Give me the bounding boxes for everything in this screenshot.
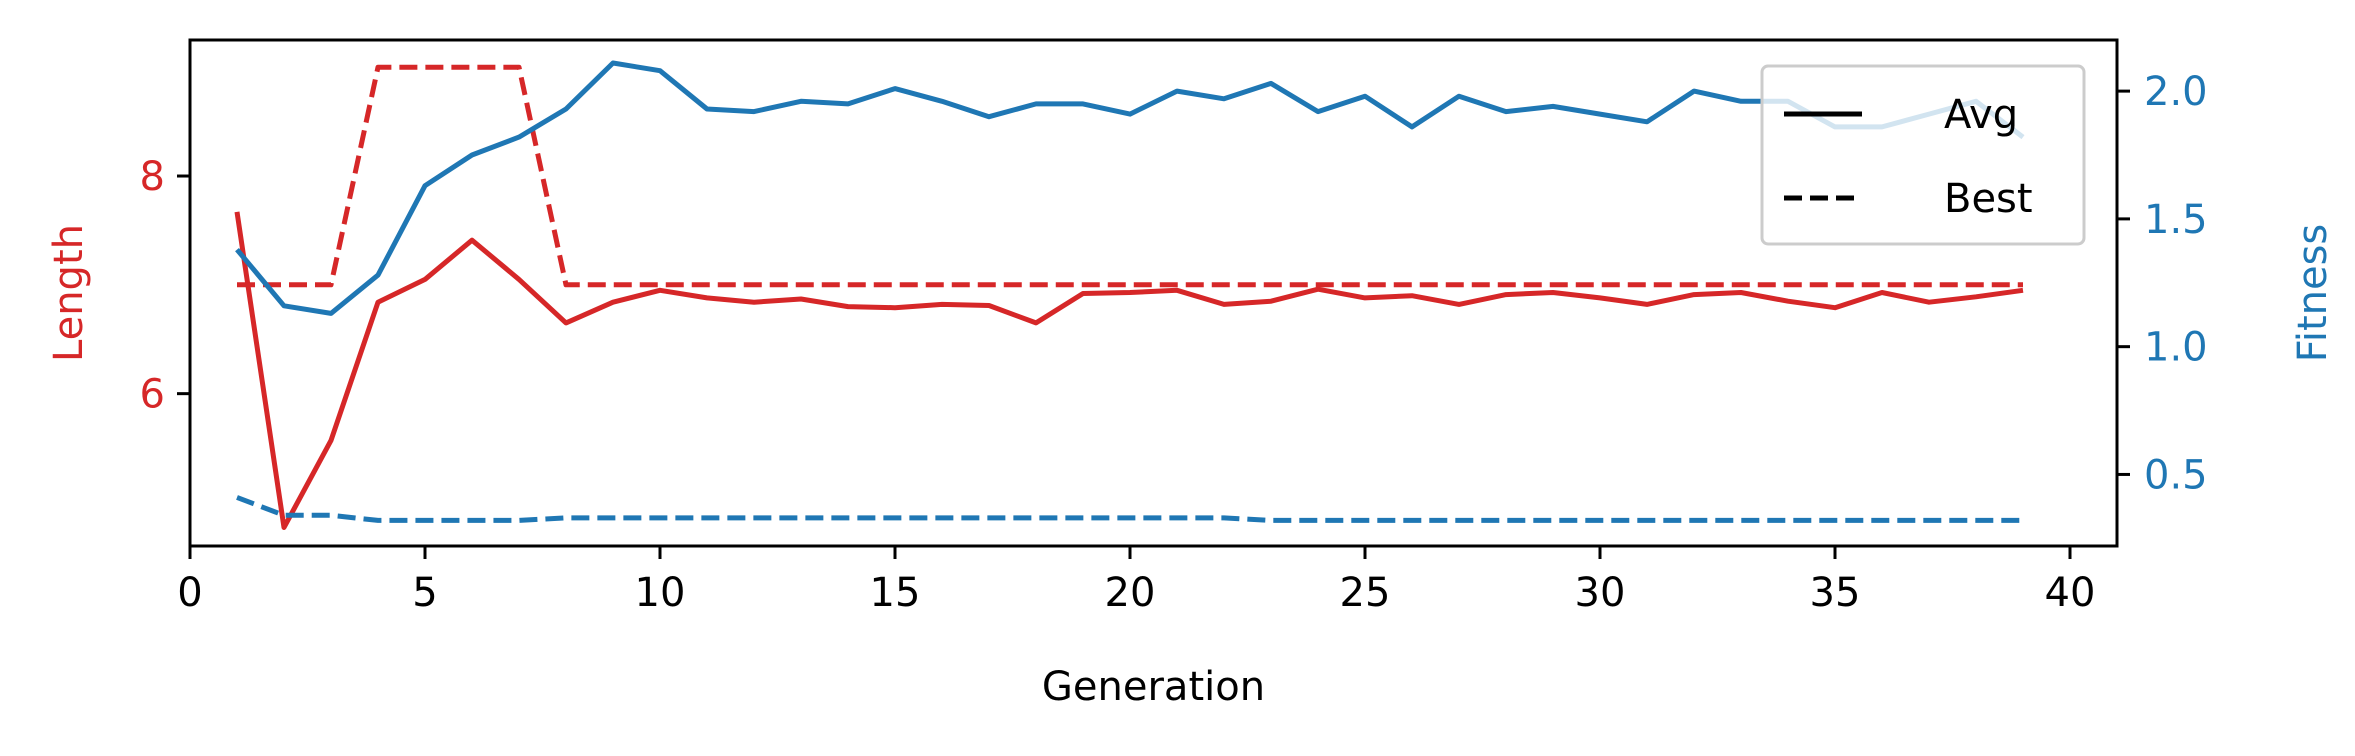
x-tick-label: 25 xyxy=(1340,570,1391,616)
x-tick-label: 20 xyxy=(1105,570,1156,616)
x-tick-label: 15 xyxy=(870,570,921,616)
legend-label: Avg xyxy=(1944,92,2018,138)
fitness-best-line xyxy=(236,495,2023,523)
axis-layer: 0 5 10 15 20 25 30 35 40 6 8 0.5 1.0 1.5 2.0 xyxy=(140,69,2208,616)
x-tick-label: 35 xyxy=(1810,570,1861,616)
y-right-tick-label: 2.0 xyxy=(2144,69,2208,115)
series-layer xyxy=(234,60,2025,530)
legend-box xyxy=(1760,64,2086,246)
y-left-tick-label: 8 xyxy=(140,154,165,200)
y-left-tick-label: 6 xyxy=(140,372,165,418)
legend: Avg Best xyxy=(1760,64,2086,246)
y-right-tick-label: 1.5 xyxy=(2144,197,2208,243)
y-right-tick-label: 0.5 xyxy=(2144,452,2208,498)
y-axis-label-right: Fitness xyxy=(2290,224,2336,363)
x-tick-label: 0 xyxy=(177,570,202,616)
x-axis-label: Generation xyxy=(1042,664,1265,710)
y-right-tick-label: 1.0 xyxy=(2144,325,2208,371)
y-axis-label-left: Length xyxy=(46,224,92,362)
x-tick-label: 5 xyxy=(412,570,437,616)
plot-frame xyxy=(188,38,2119,548)
legend-label: Best xyxy=(1944,176,2033,222)
fitness-avg-line xyxy=(235,60,2025,316)
x-tick-label: 30 xyxy=(1575,570,1626,616)
length-avg-line xyxy=(234,211,2024,530)
x-tick-label: 40 xyxy=(2045,570,2096,616)
x-tick-label: 10 xyxy=(635,570,686,616)
length-best-line xyxy=(237,64,2023,288)
